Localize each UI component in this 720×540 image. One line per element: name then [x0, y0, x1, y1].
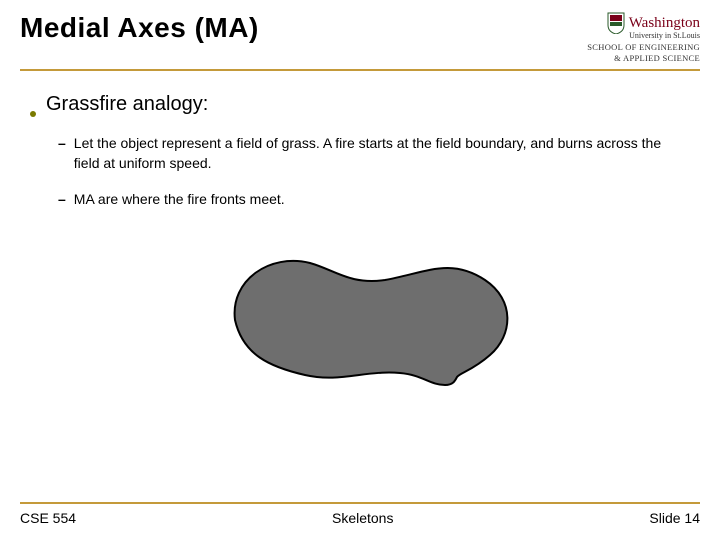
slide-title: Medial Axes (MA)	[20, 12, 259, 44]
figure-container	[30, 225, 690, 405]
logo-school-1: SCHOOL OF ENGINEERING	[587, 43, 700, 52]
university-logo: Washington University in St.Louis SCHOOL…	[587, 12, 700, 63]
sub-bullet-2: – MA are where the fire fronts meet.	[58, 190, 690, 210]
shield-icon	[607, 12, 625, 34]
logo-university: Washington	[629, 15, 700, 32]
sub-bullet-2-text: MA are where the fire fronts meet.	[74, 190, 285, 210]
logo-subtitle: University in St.Louis	[587, 32, 700, 41]
blob-figure	[175, 225, 545, 405]
footer-left: CSE 554	[20, 510, 76, 526]
slide-content: Grassfire analogy: – Let the object repr…	[0, 71, 720, 405]
sub-bullet-1-text: Let the object represent a field of gras…	[74, 134, 690, 173]
bullet-1: Grassfire analogy:	[30, 93, 690, 116]
footer-right: Slide 14	[649, 510, 700, 526]
sub-bullet-1: – Let the object represent a field of gr…	[58, 134, 690, 173]
slide-footer: CSE 554 Skeletons Slide 14	[20, 502, 700, 526]
bullet-dot-icon	[30, 111, 36, 117]
logo-school-2: & APPLIED SCIENCE	[587, 54, 700, 63]
footer-rule	[20, 502, 700, 504]
dash-icon: –	[58, 191, 66, 207]
dash-icon: –	[58, 135, 66, 151]
footer-center: Skeletons	[332, 510, 393, 526]
bullet-1-text: Grassfire analogy:	[46, 93, 208, 116]
